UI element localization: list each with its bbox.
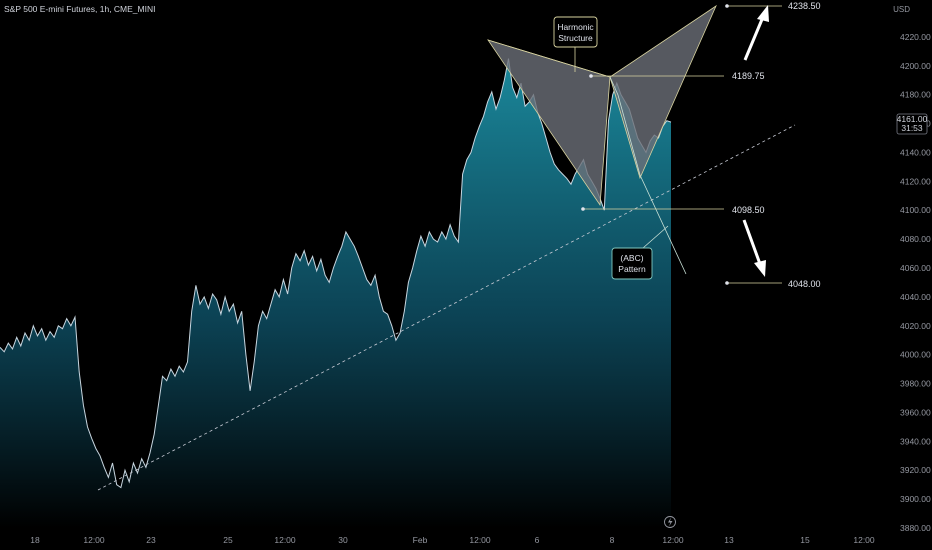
level-4098[interactable]: 4098.50 <box>581 205 765 215</box>
countdown-value: 31:53 <box>901 123 923 133</box>
x-tick-label: 12:00 <box>662 535 684 545</box>
level-label-4238: 4238.50 <box>788 1 821 11</box>
y-tick-label: 4020.00 <box>900 321 931 331</box>
y-tick-label: 3960.00 <box>900 407 931 417</box>
abc-note-line2: Pattern <box>618 264 646 274</box>
abc-leader-line <box>642 225 669 249</box>
price-area <box>0 58 671 528</box>
x-tick-label: 15 <box>800 535 810 545</box>
level-label-4098: 4098.50 <box>732 205 765 215</box>
y-tick-label: 4000.00 <box>900 350 931 360</box>
y-tick-label: 4200.00 <box>900 61 931 71</box>
harmonic-note-line2: Structure <box>558 33 593 43</box>
chart-title: S&P 500 E-mini Futures, 1h, CME_MINI <box>4 4 156 14</box>
y-tick-label: 3920.00 <box>900 465 931 475</box>
y-tick-label: 4120.00 <box>900 176 931 186</box>
harmonic-xb-line <box>487 39 611 78</box>
x-tick-label: 12:00 <box>469 535 491 545</box>
level-4048[interactable]: 4048.00 <box>725 279 821 289</box>
price-line <box>0 58 672 489</box>
level-label-4048: 4048.00 <box>788 279 821 289</box>
x-tick-label: 30 <box>338 535 348 545</box>
y-tick-label: 4140.00 <box>900 147 931 157</box>
abc-note-line1: (ABC) <box>620 253 643 263</box>
y-tick-label: 3940.00 <box>900 436 931 446</box>
level-4238[interactable]: 4238.50 <box>725 1 821 11</box>
level-4189[interactable]: 4189.75 <box>589 71 765 81</box>
trend-line[interactable] <box>97 124 796 491</box>
down-arrow[interactable] <box>742 219 766 277</box>
x-tick-label: 23 <box>146 535 156 545</box>
y-axis: 4220.004200.004180.004160.004140.004120.… <box>900 32 931 533</box>
level-label-4189: 4189.75 <box>732 71 765 81</box>
y-tick-label: 4060.00 <box>900 263 931 273</box>
price-area-fill <box>0 58 671 528</box>
x-tick-label: 25 <box>223 535 233 545</box>
x-tick-label: 6 <box>535 535 540 545</box>
x-tick-label: 12:00 <box>274 535 296 545</box>
y-tick-label: 3980.00 <box>900 379 931 389</box>
harmonic-triangle-right[interactable] <box>609 4 717 180</box>
x-tick-label: 18 <box>30 535 40 545</box>
price-series-line <box>0 58 672 489</box>
abc-pattern-line[interactable] <box>609 76 687 275</box>
x-tick-label: 8 <box>610 535 615 545</box>
current-price-tag: 4161.00 31:53 <box>896 113 928 135</box>
y-tick-label: 4040.00 <box>900 292 931 302</box>
harmonic-note-line1: Harmonic <box>557 22 594 32</box>
current-price-value: 4161.00 <box>897 114 928 124</box>
harmonic-note-box[interactable] <box>553 16 598 48</box>
y-tick-label: 4220.00 <box>900 32 931 42</box>
y-tick-label: 3900.00 <box>900 494 931 504</box>
y-tick-label: 4100.00 <box>900 205 931 215</box>
x-tick-label: 12:00 <box>853 535 875 545</box>
x-axis: 18 12:00 23 25 12:00 30 Feb 12:00 6 8 12:00 13 15 12:… <box>30 535 875 545</box>
up-arrow[interactable] <box>743 5 769 61</box>
y-tick-label: 4080.00 <box>900 234 931 244</box>
abc-note-box[interactable] <box>611 247 653 280</box>
currency-label: USD <box>893 5 910 14</box>
x-tick-label: Feb <box>413 535 428 545</box>
lightning-icon[interactable] <box>664 516 676 528</box>
y-tick-label: 4180.00 <box>900 90 931 100</box>
y-tick-label: 3880.00 <box>900 523 931 533</box>
x-tick-label: 12:00 <box>83 535 105 545</box>
x-tick-label: 13 <box>724 535 734 545</box>
